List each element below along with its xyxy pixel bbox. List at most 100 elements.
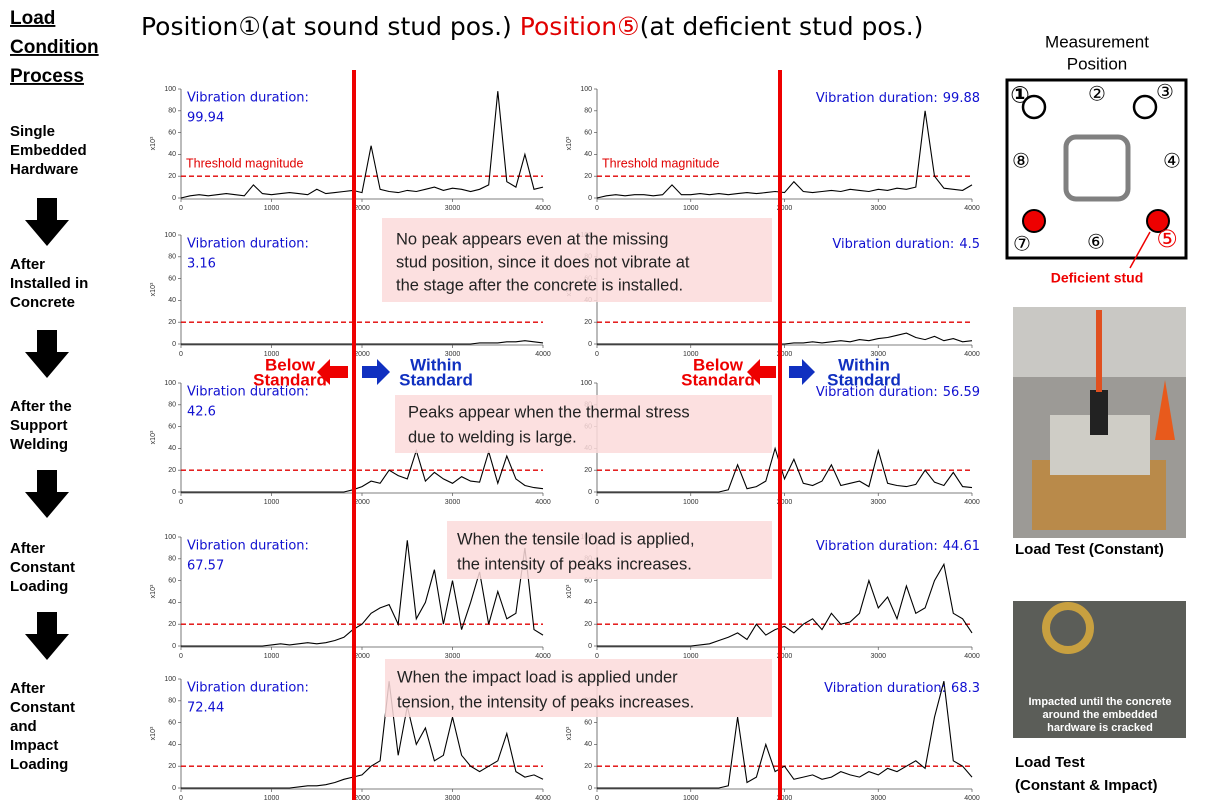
duration-label: Vibration duration: — [816, 91, 938, 106]
x-tick-label: 1000 — [264, 499, 280, 506]
duration: Vibration duration: 4.5 — [832, 237, 980, 252]
stage-label: Concrete — [10, 294, 75, 311]
stage-label: Installed in — [10, 275, 88, 292]
within-standard: Standard — [399, 370, 473, 389]
measurement-title: Measurement — [1045, 32, 1149, 51]
y-axis-label: x10³ — [566, 584, 573, 598]
center-post — [1063, 134, 1131, 202]
x-tick-label: 3000 — [445, 795, 461, 802]
x-tick-label: 2000 — [777, 205, 793, 212]
position-label: ④ — [1163, 149, 1181, 173]
position-label: ⑧ — [1012, 149, 1030, 173]
photo-overlay: Impacted until the concrete — [1028, 696, 1171, 708]
y-axis-label: x10³ — [150, 726, 157, 740]
measured-stud — [1022, 209, 1046, 233]
threshold-label: Threshold magnitude — [186, 156, 303, 170]
y-tick-label: 80 — [168, 254, 176, 261]
below-standard: Standard — [681, 370, 755, 389]
duration: Vibration duration: 99.88 — [816, 91, 980, 106]
right-arrow — [362, 359, 390, 385]
y-tick-label: 0 — [172, 341, 176, 348]
duration-label: Vibration duration: — [824, 681, 946, 696]
position-label: ① — [1010, 83, 1029, 109]
x-tick-label: 3000 — [870, 795, 886, 802]
y-tick-label: 40 — [584, 151, 592, 158]
annotation-box — [385, 659, 772, 717]
duration-value: 68.3 — [951, 681, 980, 696]
duration-value: 3.16 — [187, 257, 216, 272]
down-arrow — [25, 198, 69, 246]
x-tick-label: 4000 — [535, 205, 551, 212]
x-tick-label: 3000 — [870, 205, 886, 212]
y-tick-label: 100 — [164, 232, 176, 239]
y-tick-label: 20 — [168, 763, 176, 770]
x-tick-label: 3000 — [870, 351, 886, 358]
duration-value: 99.94 — [187, 111, 224, 126]
y-tick-label: 100 — [164, 86, 176, 93]
x-tick-label: 3000 — [870, 653, 886, 660]
x-tick-label: 2000 — [777, 499, 793, 506]
photo-caption: Load Test — [1015, 754, 1085, 771]
x-tick-label: 3000 — [870, 499, 886, 506]
y-tick-label: 40 — [584, 741, 592, 748]
process-title: Load — [10, 8, 55, 29]
stage-label: Welding — [10, 436, 68, 453]
y-tick-label: 20 — [584, 763, 592, 770]
duration-value: 42.6 — [187, 405, 216, 420]
signal-line — [181, 540, 544, 647]
y-tick-label: 0 — [172, 785, 176, 792]
y-tick-label: 0 — [588, 785, 592, 792]
y-tick-label: 0 — [588, 643, 592, 650]
stage-label: After — [10, 680, 45, 697]
annotation-box — [395, 395, 772, 453]
duration-label: Vibration duration: — [187, 237, 309, 252]
y-tick-label: 80 — [168, 402, 176, 409]
stage-label: Loading — [10, 578, 68, 595]
deficient-stud — [1146, 209, 1170, 233]
standards: Below Standard Within Standard Below Sta… — [253, 355, 901, 389]
left-arrow — [317, 359, 348, 385]
x-tick-label: 4000 — [535, 653, 551, 660]
x-tick-label: 4000 — [964, 205, 980, 212]
annotation-text: due to welding is large. — [408, 428, 577, 446]
x-tick-label: 0 — [179, 499, 183, 506]
x-tick-label: 3000 — [445, 653, 461, 660]
signal-line — [596, 110, 973, 199]
position-label: ② — [1088, 82, 1106, 106]
signal-line — [181, 681, 544, 789]
position-label: ③ — [1156, 80, 1174, 104]
x-tick-label: 4000 — [535, 351, 551, 358]
x-tick-label: 4000 — [535, 499, 551, 506]
duration-value: 4.5 — [959, 237, 980, 252]
annotation-text: tension, the intensity of peaks increase… — [397, 693, 694, 711]
signal-line — [181, 340, 544, 345]
x-tick-label: 2000 — [354, 795, 370, 802]
x-tick-label: 1000 — [264, 351, 280, 358]
signal-line — [597, 562, 973, 647]
y-tick-label: 20 — [168, 621, 176, 628]
x-tick-label: 1000 — [264, 653, 280, 660]
y-tick-label: 60 — [168, 275, 176, 282]
x-tick-label: 1000 — [683, 499, 699, 506]
sound-stud — [1021, 94, 1047, 120]
stages: Single Embedded Hardware After Installed… — [10, 123, 88, 773]
left-arrow — [747, 359, 776, 385]
down-arrow — [25, 470, 69, 518]
stage-label: Single — [10, 123, 55, 140]
signal-line — [181, 448, 544, 493]
x-tick-label: 0 — [595, 795, 599, 802]
stage-label: Support — [10, 417, 68, 434]
y-tick-label: 40 — [168, 445, 176, 452]
y-tick-label: 60 — [168, 423, 176, 430]
x-tick-label: 0 — [595, 653, 599, 660]
within-standard: Within — [838, 355, 890, 374]
x-tick-label: 1000 — [264, 795, 280, 802]
duration-value: 67.57 — [187, 559, 224, 574]
stage-label: Hardware — [10, 161, 78, 178]
stage-label: Constant — [10, 559, 75, 576]
signal-line — [597, 332, 973, 345]
x-tick-label: 0 — [179, 351, 183, 358]
x-tick-label: 2000 — [354, 499, 370, 506]
x-tick-label: 2000 — [777, 795, 793, 802]
y-axis-label: x10³ — [150, 136, 157, 150]
